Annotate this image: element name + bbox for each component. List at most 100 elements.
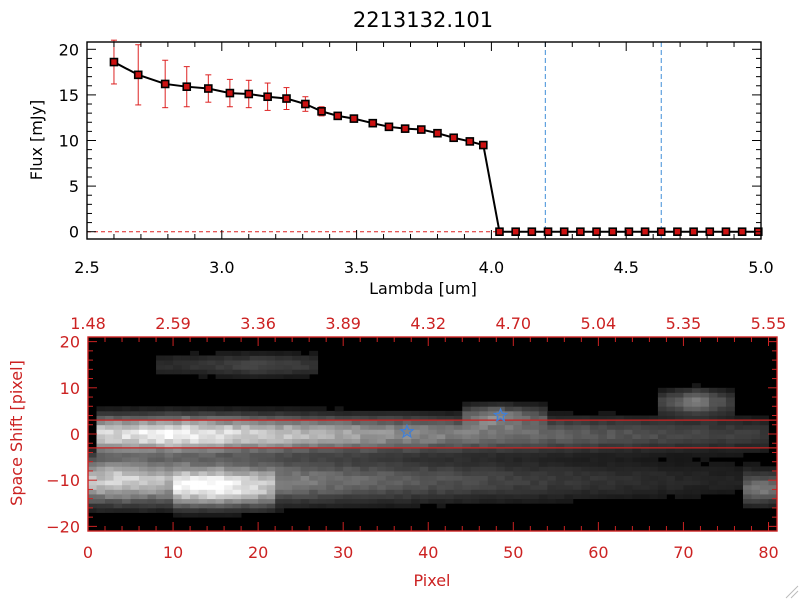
image-pixel: [130, 466, 140, 472]
image-pixel: [351, 503, 361, 509]
image-pixel: [164, 424, 174, 430]
image-pixel: [207, 466, 216, 472]
image-pixel: [181, 489, 191, 495]
image-pixel: [139, 415, 148, 421]
image-pixel: [411, 498, 421, 504]
image-pixel: [640, 429, 650, 435]
image-pixel: [606, 429, 616, 435]
image-pixel: [309, 406, 319, 412]
image-pixel: [674, 406, 684, 412]
image-pixel: [470, 406, 480, 412]
image-pixel: [623, 466, 633, 472]
image-pixel: [615, 466, 625, 472]
image-pixel: [309, 355, 319, 361]
image-pixel: [445, 447, 455, 453]
image-pixel: [445, 466, 455, 472]
image-pixel: [632, 466, 642, 472]
image-pixel: [657, 447, 667, 453]
image-pixel: [164, 452, 174, 458]
image-pixel: [360, 429, 370, 435]
image-pixel: [742, 480, 752, 486]
image-pixel: [394, 484, 404, 490]
spectrum-y-tick-label: 5: [69, 177, 79, 196]
image-pixel: [538, 484, 548, 490]
image-pixel: [606, 475, 616, 481]
image-pixel: [326, 503, 336, 509]
image-pixel: [734, 420, 744, 426]
image-pixel: [640, 489, 650, 495]
image-pixel: [215, 406, 225, 412]
image-pixel: [368, 475, 378, 481]
image-pixel: [649, 461, 659, 467]
image-pixel: [411, 503, 421, 509]
image-pixel: [249, 475, 259, 481]
image-pixel: [309, 360, 319, 366]
image-pixel: [453, 457, 463, 463]
image-pixel: [334, 452, 344, 458]
image-pixel: [300, 373, 310, 379]
image-pixel: [547, 429, 557, 435]
image-pixel: [190, 406, 199, 412]
image-pixel: [368, 470, 378, 476]
spectrum-plot-frame: [86, 41, 762, 240]
image-pixel: [666, 392, 676, 398]
image-pixel: [130, 443, 140, 449]
image-pixel: [309, 420, 319, 426]
image-pixel: [691, 434, 701, 440]
image-pixel: [360, 424, 370, 430]
image-pixel: [292, 470, 302, 476]
image-pixel: [113, 489, 123, 495]
image-pixel: [181, 498, 191, 504]
image-pixel: [657, 415, 667, 421]
image-pixel: [283, 494, 293, 500]
image-pixel: [479, 498, 489, 504]
image-pixel: [130, 434, 140, 440]
image-pixel: [377, 447, 387, 453]
image-pixel: [241, 443, 251, 449]
image-pixel: [470, 447, 480, 453]
image-pixel: [300, 438, 310, 444]
image-pixel: [147, 438, 157, 444]
image-pixel: [360, 415, 370, 421]
image-pixel: [674, 434, 684, 440]
image-pixel: [496, 443, 506, 449]
image-pixel: [275, 507, 285, 513]
image-pixel: [453, 434, 463, 440]
image-pixel: [207, 364, 216, 370]
image-pixel: [470, 434, 480, 440]
image-pixel: [190, 480, 199, 486]
image-pixel: [708, 466, 718, 472]
image-pixel: [598, 466, 608, 472]
image-pixel: [258, 434, 268, 440]
image-pixel: [445, 470, 455, 476]
image-pixel: [283, 447, 293, 453]
image-pixel: [360, 480, 370, 486]
image-pixel: [487, 410, 497, 416]
image-pixel: [555, 484, 565, 490]
resize-grip-icon[interactable]: [785, 585, 799, 599]
image-pixel: [326, 429, 336, 435]
image-pixel: [547, 447, 557, 453]
image-pixel: [139, 406, 148, 412]
spectrum-point: [689, 227, 698, 237]
image-pixel: [589, 415, 599, 421]
image-pixel: [428, 489, 438, 495]
image-x-tick-label: 80: [758, 543, 778, 562]
image-pixel: [538, 429, 548, 435]
image-pixel: [674, 475, 684, 481]
image-pixel: [717, 466, 727, 472]
image-pixel: [513, 443, 523, 449]
image-pixel: [581, 452, 591, 458]
image-pixel: [190, 420, 199, 426]
image-pixel: [555, 429, 565, 435]
image-pixel: [708, 397, 718, 403]
image-pixel: [122, 406, 131, 412]
image-pixel: [113, 457, 123, 463]
image-pixel: [462, 484, 472, 490]
image-pixel: [224, 489, 234, 495]
image-pixel: [657, 429, 667, 435]
image-pixel: [589, 443, 599, 449]
image-pixel: [105, 429, 114, 435]
image-pixel: [436, 494, 446, 500]
image-pixel: [428, 424, 438, 430]
